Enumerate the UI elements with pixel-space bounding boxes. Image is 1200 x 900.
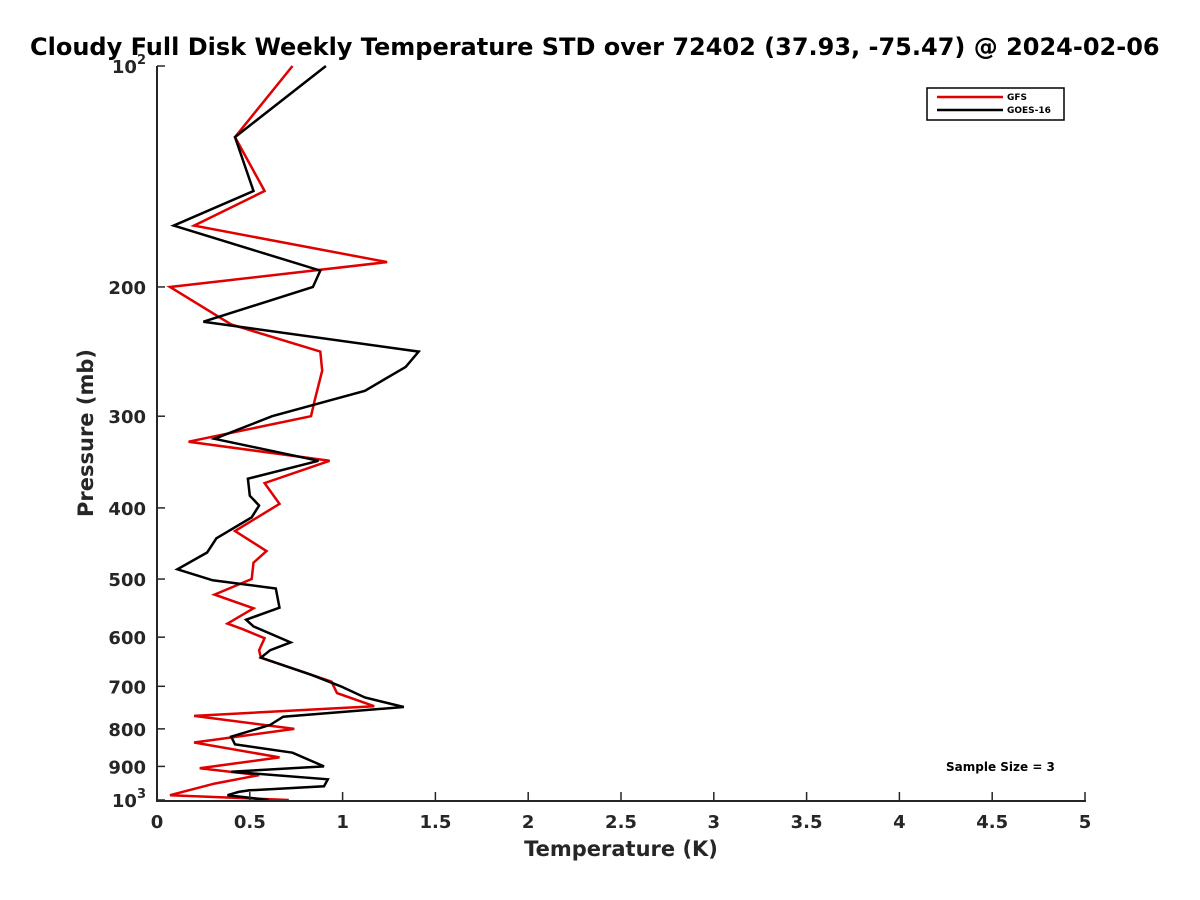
- legend: GFS GOES-16: [926, 87, 1065, 121]
- x-tick-label: 2.5: [605, 812, 637, 833]
- y-tick-label: 102: [112, 53, 146, 78]
- x-tick-label: 3: [708, 812, 721, 833]
- y-tick-label: 900: [108, 757, 146, 778]
- chart-title: Cloudy Full Disk Weekly Temperature STD …: [30, 33, 1160, 61]
- y-tick-label: 500: [108, 570, 146, 591]
- y-tick-label: 103: [112, 787, 146, 812]
- y-axis-label: Pressure (mb): [74, 349, 98, 517]
- y-axis-ticks: 102 200 300 400 500 600 700 800 900 103: [108, 53, 165, 812]
- x-tick-label: 4.5: [976, 812, 1008, 833]
- sample-size-annotation: Sample Size = 3: [946, 760, 1055, 774]
- x-axis-ticks: 0 0.5 1 1.5 2 2.5 3 3.5 4 4.5 5: [151, 792, 1092, 833]
- y-tick-label: 200: [108, 278, 146, 299]
- legend-label-gfs: GFS: [1007, 93, 1027, 103]
- x-tick-label: 1.5: [419, 812, 451, 833]
- x-tick-label: 0.5: [234, 812, 266, 833]
- series-line-goes16: [170, 65, 422, 802]
- x-tick-label: 3.5: [791, 812, 823, 833]
- x-tick-label: 5: [1079, 812, 1092, 833]
- x-axis-label: Temperature (K): [524, 837, 718, 861]
- y-tick-label: 600: [108, 628, 146, 649]
- x-tick-label: 0: [151, 812, 164, 833]
- y-tick-label: 300: [108, 407, 146, 428]
- x-tick-label: 2: [522, 812, 535, 833]
- series-line-gfs: [166, 65, 388, 802]
- legend-label-goes16: GOES-16: [1007, 106, 1051, 116]
- x-tick-label: 4: [893, 812, 906, 833]
- y-tick-label: 800: [108, 720, 146, 741]
- y-tick-label: 700: [108, 677, 146, 698]
- y-tick-label: 400: [108, 499, 146, 520]
- series-layer: [166, 65, 422, 802]
- x-tick-label: 1: [336, 812, 349, 833]
- legend-box: [926, 87, 1065, 121]
